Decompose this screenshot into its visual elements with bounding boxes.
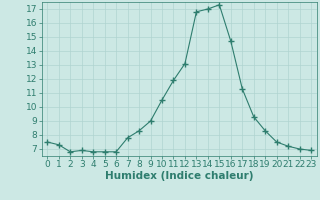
X-axis label: Humidex (Indice chaleur): Humidex (Indice chaleur) <box>105 171 253 181</box>
